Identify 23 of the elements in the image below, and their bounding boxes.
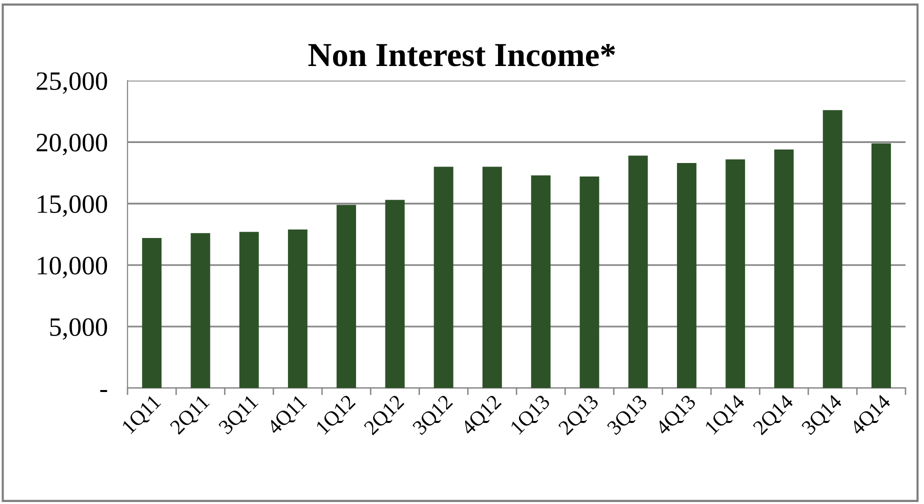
bar (336, 204, 356, 388)
y-tick-label: - (100, 390, 108, 392)
y-tick-label: 5,000 (50, 318, 108, 340)
bar (142, 238, 162, 388)
bar (434, 166, 454, 388)
bar (822, 110, 842, 388)
bar (676, 163, 696, 388)
y-tick-label: 20,000 (36, 134, 108, 156)
bar (628, 156, 648, 388)
bar (580, 176, 600, 388)
y-tick-label: 25,000 (36, 72, 108, 94)
bar (239, 232, 259, 388)
chart-title: Non Interest Income* (308, 44, 615, 66)
bar (774, 150, 794, 388)
bar (288, 229, 308, 388)
y-tick-label: 15,000 (38, 195, 108, 217)
bar (482, 166, 502, 388)
bar (871, 143, 891, 388)
bar (190, 233, 210, 388)
bar (726, 159, 746, 388)
bar (531, 175, 551, 388)
bar (385, 200, 405, 388)
y-tick-label: 10,000 (38, 256, 108, 278)
